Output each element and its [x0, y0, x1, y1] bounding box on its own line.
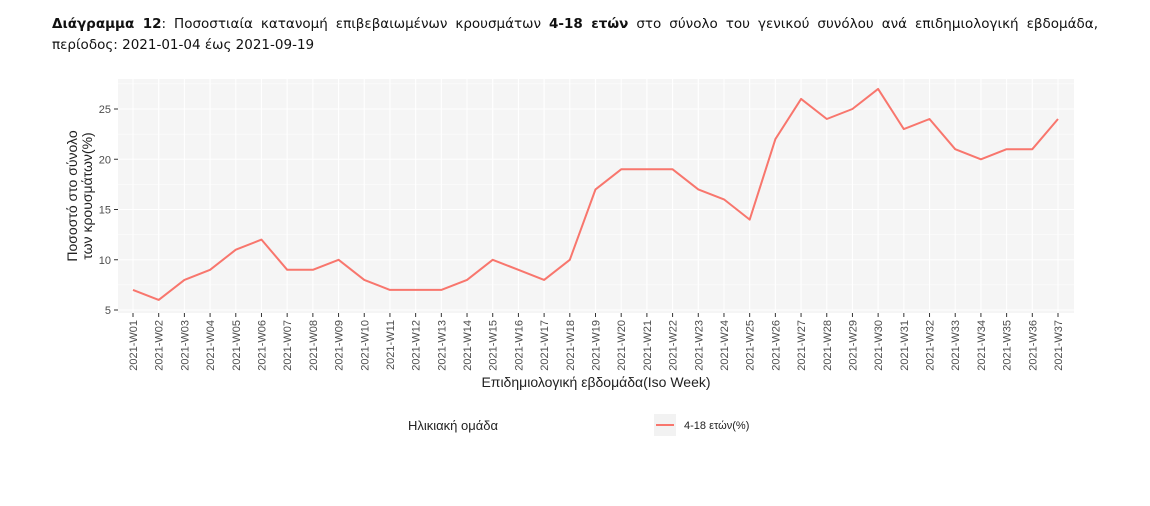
x-tick-label: 2021-W16 [513, 320, 525, 371]
x-tick-label: 2021-W12 [411, 320, 423, 371]
x-tick-label: 2021-W22 [668, 320, 680, 371]
y-axis-title-line2: των κρουσμάτων(%) [79, 132, 95, 259]
x-tick-label: 2021-W23 [693, 320, 705, 371]
x-tick-label: 2021-W30 [873, 320, 885, 371]
x-tick-label: 2021-W25 [745, 320, 757, 371]
x-tick-label: 2021-W27 [796, 320, 808, 371]
legend-label: 4-18 ετών(%) [684, 420, 749, 432]
x-tick-label: 2021-W34 [976, 320, 988, 371]
x-tick-label: 2021-W20 [616, 320, 628, 371]
x-tick-label: 2021-W33 [950, 320, 962, 371]
x-tick-label: 2021-W36 [1027, 320, 1039, 371]
x-tick-label: 2021-W08 [308, 320, 320, 371]
x-tick-label: 2021-W13 [436, 320, 448, 371]
caption-label: Διάγραμμα 12 [52, 16, 162, 32]
x-tick-label: 2021-W05 [231, 320, 243, 371]
x-tick-label: 2021-W29 [847, 320, 859, 371]
figure-caption: Διάγραμμα 12: Ποσοστιαία κατανομή επιβεβ… [52, 14, 1098, 56]
y-axis-title-line1: Ποσοστό στο σύνολο [64, 130, 80, 261]
legend: Ηλικιακή ομάδα 4-18 ετών(%) [408, 414, 749, 436]
x-tick-label: 2021-W18 [565, 320, 577, 371]
x-tick-label: 2021-W19 [591, 320, 603, 371]
x-tick-label: 2021-W28 [822, 320, 834, 371]
x-tick-label: 2021-W09 [334, 320, 346, 371]
x-tick-label: 2021-W37 [1053, 320, 1065, 371]
x-tick-label: 2021-W01 [128, 320, 140, 371]
x-tick-label: 2021-W31 [899, 320, 911, 371]
x-tick-label: 2021-W02 [154, 320, 166, 371]
x-tick-label: 2021-W06 [256, 320, 268, 371]
x-tick-label: 2021-W11 [385, 320, 397, 370]
caption-text-1: : Ποσοστιαία κατανομή επιβεβαιωμένων κρο… [161, 16, 550, 32]
grid-major [118, 79, 1074, 313]
x-tick-label: 2021-W35 [1002, 320, 1014, 371]
y-tick-label: 25 [99, 104, 111, 116]
x-tick-label: 2021-W07 [282, 320, 294, 371]
y-tick-label: 5 [105, 305, 111, 317]
x-tick-label: 2021-W04 [205, 320, 217, 371]
x-tick-label: 2021-W26 [770, 320, 782, 371]
caption-bold: 4-18 ετών [549, 16, 629, 32]
x-tick-label: 2021-W21 [642, 320, 654, 371]
x-tick-label: 2021-W14 [462, 320, 474, 371]
x-tick-label: 2021-W15 [488, 320, 500, 371]
y-tick-label: 10 [99, 255, 111, 267]
x-tick-label: 2021-W03 [179, 320, 191, 371]
series-line-4-18 [132, 87, 1059, 301]
x-tick-label: 2021-W10 [359, 320, 371, 371]
x-axis: 2021-W01 2021-W02 2021-W03 2021-W04 2021-W05… [128, 313, 1065, 371]
x-tick-label: 2021-W17 [539, 320, 551, 371]
caption-text-2: στο σύνολο του γενικού συνόλου ανά επιδη… [52, 16, 1098, 53]
legend-title: Ηλικιακή ομάδα [408, 418, 498, 433]
y-tick-label: 15 [99, 205, 111, 217]
x-tick-label: 2021-W32 [925, 320, 937, 371]
y-axis: 5 10 15 20 25 [99, 104, 118, 317]
x-axis-title: Επιδημιολογική εβδομάδα(Iso Week) [481, 374, 710, 390]
y-tick-label: 20 [99, 154, 111, 166]
x-tick-label: 2021-W24 [719, 320, 731, 371]
